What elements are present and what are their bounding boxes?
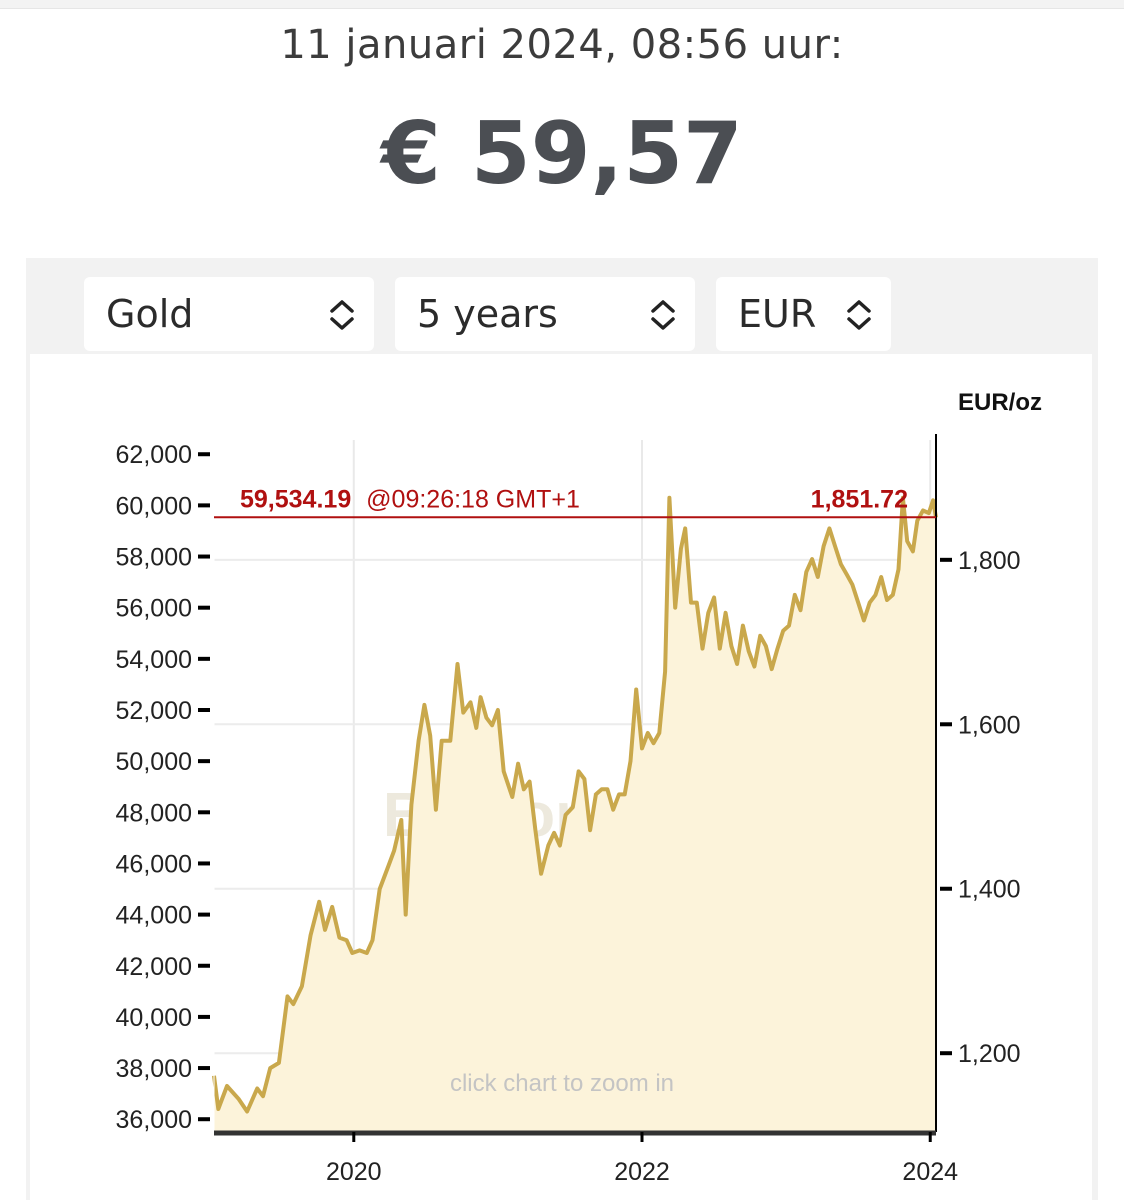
up-down-chevron-icon	[651, 300, 675, 330]
price-line	[212, 495, 938, 1114]
current-price: € 59,57	[381, 104, 743, 204]
up-down-chevron-icon	[847, 300, 871, 330]
period-select-value: 5 years	[417, 292, 558, 336]
unit-label: EUR/oz	[958, 389, 1042, 416]
y-tick-label: 54,000	[116, 646, 192, 674]
period-select[interactable]: 5 years	[395, 277, 695, 351]
price-area	[214, 497, 936, 1132]
y-tick-label: 48,000	[116, 799, 192, 827]
chart-card[interactable]: BullionVault 36,000 38,000 40,000 42,000 44,…	[30, 354, 1092, 1200]
x-tick-label: 2020	[326, 1158, 382, 1186]
y-tick-label: 42,000	[116, 953, 192, 981]
y-tick-label: 36,000	[116, 1106, 192, 1134]
x-tick-label: 2022	[614, 1158, 670, 1186]
currency-select[interactable]: EUR	[716, 277, 891, 351]
right-y-tick-label: 1,200	[958, 1040, 1021, 1068]
current-price-reference: 59,534.19 @09:26:18 GMT+1 1,851.72	[214, 485, 936, 519]
reference-usd-value: 1,851.72	[811, 485, 908, 513]
chart-axes: 36,000 38,000 40,000 42,000 44,000 46,000 48,0…	[116, 434, 1021, 1186]
y-tick-label: 52,000	[116, 697, 192, 725]
currency-select-value: EUR	[738, 292, 817, 336]
reference-time: @09:26:18 GMT+1	[366, 485, 580, 513]
reference-value: 59,534.19	[240, 485, 351, 513]
y-tick-label: 62,000	[116, 441, 192, 469]
up-down-chevron-icon	[330, 300, 354, 330]
y-tick-label: 50,000	[116, 748, 192, 776]
date-timestamp: 11 januari 2024, 08:56 uur:	[280, 22, 844, 68]
reference-value-label: 59,534.19 @09:26:18 GMT+1	[240, 485, 580, 513]
y-tick-label: 60,000	[116, 492, 192, 520]
gold-price-chart[interactable]: BullionVault 36,00038,00040,00042,00044,…	[30, 354, 1092, 1200]
y-tick-label: 56,000	[116, 595, 192, 623]
y-tick-label: 38,000	[116, 1055, 192, 1083]
metal-select-value: Gold	[106, 292, 194, 336]
x-tick-label: 2024	[902, 1158, 958, 1186]
y-tick-label: 46,000	[116, 850, 192, 878]
right-y-tick-label: 1,800	[958, 547, 1021, 575]
y-tick-label: 58,000	[116, 544, 192, 572]
zoom-hint[interactable]: click chart to zoom in	[450, 1070, 674, 1097]
y-tick-label: 40,000	[116, 1004, 192, 1032]
y-tick-label: 44,000	[116, 902, 192, 930]
right-y-tick-label: 1,400	[958, 876, 1021, 904]
top-divider	[0, 0, 1124, 9]
right-y-tick-label: 1,600	[958, 711, 1021, 739]
metal-select[interactable]: Gold	[84, 277, 374, 351]
